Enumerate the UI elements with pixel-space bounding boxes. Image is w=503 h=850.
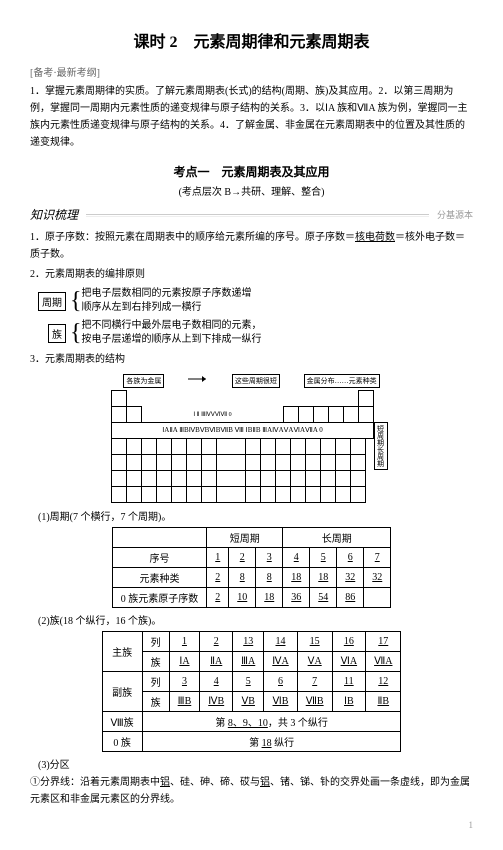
fl4: 7 [297,672,332,692]
brace-icon: { [70,321,82,345]
fq-m1: 、硅、砷、碲、砹与 [170,777,260,788]
item-3: 3．元素周期表的结构 [30,351,473,368]
item-1: 1．原子序数：按照元素在周期表中的顺序给元素所编的序号。原子序数＝核电荷数＝核外… [30,229,473,263]
fl6: 12 [366,672,401,692]
b2-l2: 按电子层递增的顺序从上到下排成一纵行 [82,334,262,345]
cell-zhuzu: 主族 [102,632,142,672]
zl2: 13 [233,632,264,652]
cell-viii-text: 第 8、9、10，共 3 个纵行 [142,712,401,732]
sub-2: (2)族(18 个纵行，16 个族)。 [38,612,473,627]
bracket-content-zhouqi: 把电子层数相同的元素按原子序数递增 顺序从左到右排列成一横行 [82,287,252,315]
fl5: 11 [332,672,365,692]
cell-lie2: 列 [142,672,169,692]
exam-label: [备考·最新考纲] [30,64,473,79]
brace-icon: { [70,289,82,313]
zhishi-right: 分基源本 [437,208,473,221]
cell-viii: Ⅷ族 [102,712,142,732]
fz4: ⅦB [297,692,332,712]
fz0: ⅢB [169,692,200,712]
kaodian-title: 考点一 元素周期表及其应用 [30,163,473,180]
zz2: ⅢA [233,652,264,672]
periodic-diagram: 各族为金属 这些周期很短 金属分布……元素种类 Ⅰ Ⅱ ⅢⅣⅤⅥⅦ 0 ⅠAⅡA… [112,374,392,502]
cell-fuzu: 副族 [102,672,142,712]
page-number: 1 [30,820,473,830]
zl4: 15 [297,632,332,652]
table-periods: 短周期长周期序号1234567元素种类288181832320 族元素原子序数2… [112,527,392,608]
fz2: ⅤB [233,692,264,712]
zz6: ⅦA [366,652,401,672]
zl0: 1 [169,632,200,652]
pd-label-1: 各族为金属 [123,374,164,388]
fl2: 5 [233,672,264,692]
zz0: ⅠA [169,652,200,672]
item1-u1: 核电荷数 [355,232,395,243]
fl0: 3 [169,672,200,692]
bracket-zu: 族 { 把不同横行中最外层电子数相同的元素， 按电子层递增的顺序从上到下排成一纵… [48,319,473,347]
pd-roman-short: Ⅰ Ⅱ ⅢⅣⅤⅥⅦ 0 [193,411,231,418]
fz5: ⅠB [332,692,365,712]
fz6: ⅡB [366,692,401,712]
fq-prefix: ①分界线：沿着元素周期表中 [30,777,160,788]
b2-l1: 把不同横行中最外层电子数相同的元素， [82,320,262,331]
bracket-content-zu: 把不同横行中最外层电子数相同的元素， 按电子层递增的顺序从上到下排成一纵行 [82,319,262,347]
zl6: 17 [366,632,401,652]
fl3: 6 [264,672,297,692]
arrow-icon [188,374,208,384]
fz1: ⅣB [200,692,233,712]
table-groups: 主族 列 121314151617 族 ⅠAⅡAⅢAⅣAⅤAⅥAⅦA 副族 列 … [102,631,402,752]
zl5: 16 [332,632,365,652]
zz3: ⅣA [264,652,297,672]
bracket-label-zhouqi: 周期 [38,292,66,311]
b1-l2: 顺序从左到右排列成一横行 [82,302,202,313]
sub-3: (3)分区 [38,756,473,771]
fq-u1: 铝 [160,777,170,788]
b1-l1: 把电子层数相同的元素按原子序数递增 [82,288,252,299]
cell-zero: 0 族 [102,732,142,752]
divider-line [86,214,429,215]
zz1: ⅡA [200,652,233,672]
pd-label-3: 金属分布……元素种类 [304,374,380,388]
zhishi-label: 知识梳理 [30,206,78,223]
fz3: ⅥB [264,692,297,712]
exam-text: 1．掌握元素周期律的实质。了解元素周期表(长式)的结构(周期、族)及其应用。2．… [30,83,473,151]
item-fenqu: ①分界线：沿着元素周期表中铝、硅、砷、碲、砹与铝、锗、锑、钋的交界处画一条虚线，… [30,774,473,808]
zhishi-row: 知识梳理 分基源本 [30,206,473,223]
pd-roman: ⅠAⅡA ⅢBⅣBⅤBⅥBⅦB Ⅷ ⅠBⅡB ⅢAⅣAⅤAⅥAⅦA 0 [162,426,323,434]
kaodian-sub: (考点层次 B→共研、理解、整合) [30,183,473,198]
page-title: 课时 2 元素周期律和元素周期表 [30,28,473,52]
cell-lie: 列 [142,632,169,652]
zz4: ⅤA [297,652,332,672]
bracket-zhouqi: 周期 { 把电子层数相同的元素按原子序数递增 顺序从左到右排列成一横行 [38,287,473,315]
cell-zu2: 族 [142,692,169,712]
bracket-label-zu: 族 [48,324,66,343]
item-2: 2．元素周期表的编排原则 [30,266,473,283]
cell-zu: 族 [142,652,169,672]
pd-side-label: 短周期长周期 [374,422,388,470]
sub-1: (1)周期(7 个横行，7 个周期)。 [38,508,473,523]
fl1: 4 [200,672,233,692]
zz5: ⅥA [332,652,365,672]
pd-label-2: 这些周期很短 [232,374,280,388]
item1-prefix: 1．原子序数：按照元素在周期表中的顺序给元素所编的序号。原子序数＝ [30,232,355,243]
zl1: 2 [200,632,233,652]
zl3: 14 [264,632,297,652]
fq-u2: 铝 [260,777,270,788]
cell-zero-text: 第 18 纵行 [142,732,401,752]
